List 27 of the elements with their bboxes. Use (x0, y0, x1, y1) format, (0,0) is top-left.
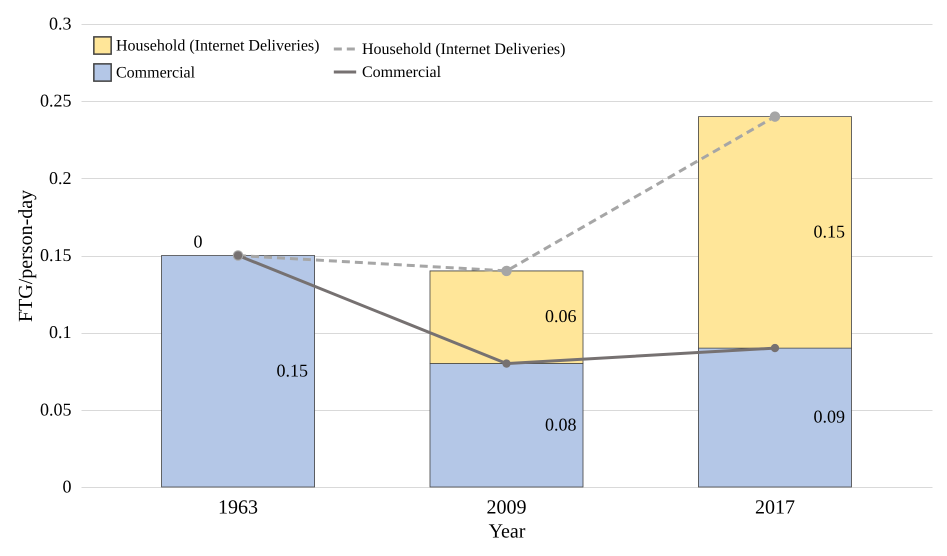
point (502, 359, 511, 368)
data-label: 0.08 (545, 414, 576, 434)
legend-label: Commercial (362, 64, 442, 81)
y-tick-label: 0 (62, 476, 72, 496)
data-label: 0.15 (813, 221, 845, 242)
y-tick-label: 0.1 (49, 322, 72, 342)
y-tick-label: 0.25 (40, 90, 72, 111)
x-tick-label: 2017 (754, 496, 795, 518)
y-tick-label: 0.2 (49, 168, 72, 188)
data-label: 0.09 (813, 406, 845, 427)
annotation: 0 (194, 232, 203, 252)
y-tick-label: 0.05 (40, 399, 72, 420)
legend-label: Household (Internet Deliveries) (116, 38, 320, 54)
point (770, 344, 780, 352)
y-tick-label: 0.3 (49, 14, 72, 34)
x-axis-title: Year (488, 520, 526, 542)
y-axis-title: FTG/person-day (15, 190, 37, 322)
point (770, 111, 780, 122)
legend-label: Household (Internet Deliveries) (362, 41, 566, 58)
bar (161, 255, 315, 488)
legend-label: Commercial (116, 64, 196, 82)
point (501, 266, 512, 276)
x-tick-label: 1963 (218, 496, 258, 518)
x-tick-label: 2009 (486, 496, 526, 518)
y-tick-label: 0.15 (40, 245, 72, 265)
data-label: 0.06 (545, 306, 576, 326)
data-label: 0.15 (276, 360, 308, 380)
